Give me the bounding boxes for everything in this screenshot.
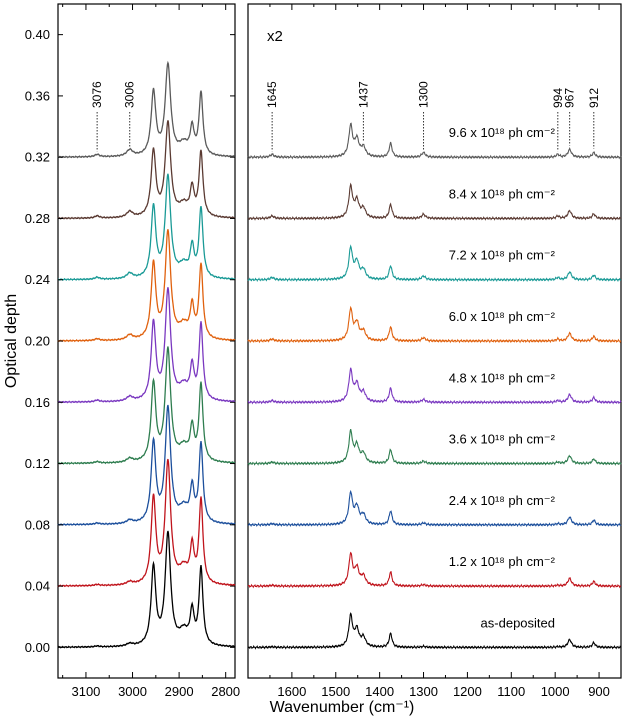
right-annotation-label: 912 bbox=[587, 88, 601, 108]
series-label: 9.6 x 10¹⁸ ph cm⁻² bbox=[449, 125, 556, 140]
left-x-tick-label: 2900 bbox=[165, 684, 194, 699]
left-x-tick-label: 2800 bbox=[211, 684, 240, 699]
right-x-tick-label: 1300 bbox=[409, 684, 438, 699]
right-series-line bbox=[247, 244, 622, 283]
left-panel: 3100 3000 2900 2800 3076 3006 bbox=[57, 3, 240, 699]
scale-factor-label: x2 bbox=[267, 28, 283, 45]
left-series-line bbox=[57, 120, 236, 220]
left-series-line bbox=[57, 229, 236, 343]
left-x-tick-label: 3000 bbox=[118, 684, 147, 699]
left-series-line bbox=[57, 346, 236, 465]
right-annotation-label: 1300 bbox=[417, 81, 431, 108]
y-tick-label: 0.16 bbox=[25, 395, 50, 410]
y-tick-label: 0.04 bbox=[25, 579, 50, 594]
right-series-line bbox=[247, 612, 622, 650]
y-tick-label: 0.28 bbox=[25, 211, 50, 226]
series-label: 1.2 x 10¹⁸ ph cm⁻² bbox=[449, 554, 556, 569]
y-axis-label: Optical depth bbox=[3, 294, 20, 388]
left-series-line bbox=[57, 173, 236, 282]
series-label: 2.4 x 10¹⁸ ph cm⁻² bbox=[449, 493, 556, 508]
right-series-line bbox=[247, 367, 622, 405]
y-tick-label: 0.00 bbox=[25, 640, 50, 655]
left-annotation-label: 3076 bbox=[90, 81, 104, 108]
series-label: 7.2 x 10¹⁸ ph cm⁻² bbox=[449, 248, 556, 263]
left-series-line bbox=[57, 404, 236, 527]
right-series-line bbox=[247, 305, 622, 344]
right-annotation-label: 1645 bbox=[265, 81, 279, 108]
left-annotation-label: 3006 bbox=[123, 81, 137, 108]
y-tick-label: 0.24 bbox=[25, 272, 50, 287]
y-tick-label: 0.12 bbox=[25, 456, 50, 471]
series-label: as-deposited bbox=[481, 615, 555, 630]
series-label: 4.8 x 10¹⁸ ph cm⁻² bbox=[449, 370, 556, 385]
left-series-line bbox=[57, 458, 236, 588]
right-x-tick-label: 900 bbox=[588, 684, 610, 699]
right-x-tick-label: 1400 bbox=[365, 684, 394, 699]
y-tick-label: 0.32 bbox=[25, 150, 50, 165]
series-label: 3.6 x 10¹⁸ ph cm⁻² bbox=[449, 432, 556, 447]
right-series-line bbox=[247, 489, 622, 528]
series-label: 8.4 x 10¹⁸ ph cm⁻² bbox=[449, 186, 556, 201]
right-annotation-label: 1437 bbox=[356, 81, 370, 108]
right-series-line bbox=[247, 551, 622, 589]
y-tick-label: 0.20 bbox=[25, 334, 50, 349]
right-x-tick-label: 1500 bbox=[321, 684, 350, 699]
left-series-line bbox=[57, 530, 236, 649]
right-series-line bbox=[247, 428, 622, 466]
left-x-tick-label: 3100 bbox=[71, 684, 100, 699]
y-tick-label: 0.40 bbox=[25, 27, 50, 42]
right-series-line bbox=[247, 182, 622, 221]
right-x-tick-label: 1100 bbox=[497, 684, 525, 699]
y-tick-label: 0.36 bbox=[25, 88, 50, 103]
right-annotation-label: 967 bbox=[563, 88, 577, 108]
left-series-line bbox=[57, 60, 236, 159]
right-series-line bbox=[247, 122, 622, 160]
left-series-line bbox=[57, 287, 236, 404]
series-label: 6.0 x 10¹⁸ ph cm⁻² bbox=[449, 309, 556, 324]
right-annotation-label: 994 bbox=[551, 88, 565, 108]
right-x-tick-label: 1600 bbox=[277, 684, 306, 699]
x-axis-label: Wavenumber (cm⁻¹) bbox=[270, 699, 415, 716]
y-tick-label: 0.08 bbox=[25, 517, 50, 532]
right-panel: x2 1600 1500 1400 1300 1200 1100 1000 900 as-dep… bbox=[247, 3, 622, 699]
right-x-tick-label: 1000 bbox=[541, 684, 570, 699]
right-x-tick-label: 1200 bbox=[453, 684, 482, 699]
